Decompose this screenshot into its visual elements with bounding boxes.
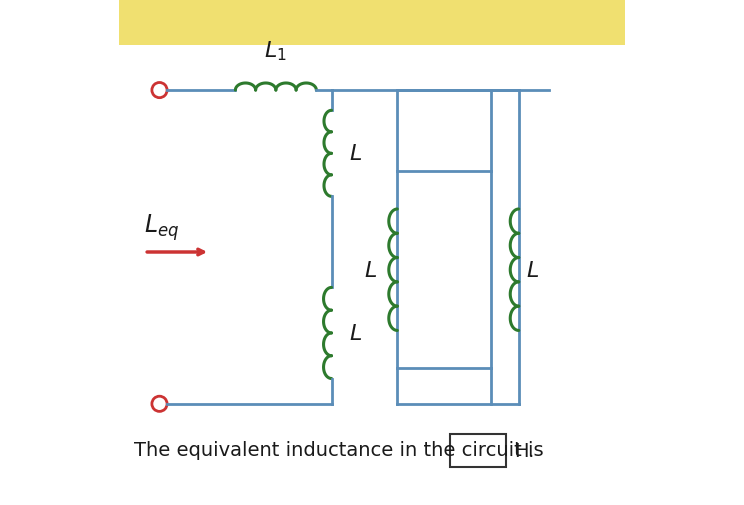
FancyBboxPatch shape bbox=[119, 0, 625, 45]
Text: The equivalent inductance in the circuit is: The equivalent inductance in the circuit… bbox=[134, 440, 544, 459]
Text: $L_{eq}$: $L_{eq}$ bbox=[144, 212, 179, 242]
Text: $L$: $L$ bbox=[349, 323, 362, 343]
Text: $L$: $L$ bbox=[349, 144, 362, 164]
Text: $L_1$: $L_1$ bbox=[264, 39, 287, 63]
Text: $L$: $L$ bbox=[526, 260, 539, 280]
Text: H.: H. bbox=[513, 441, 534, 460]
Text: $L$: $L$ bbox=[365, 260, 377, 280]
FancyBboxPatch shape bbox=[450, 434, 506, 467]
